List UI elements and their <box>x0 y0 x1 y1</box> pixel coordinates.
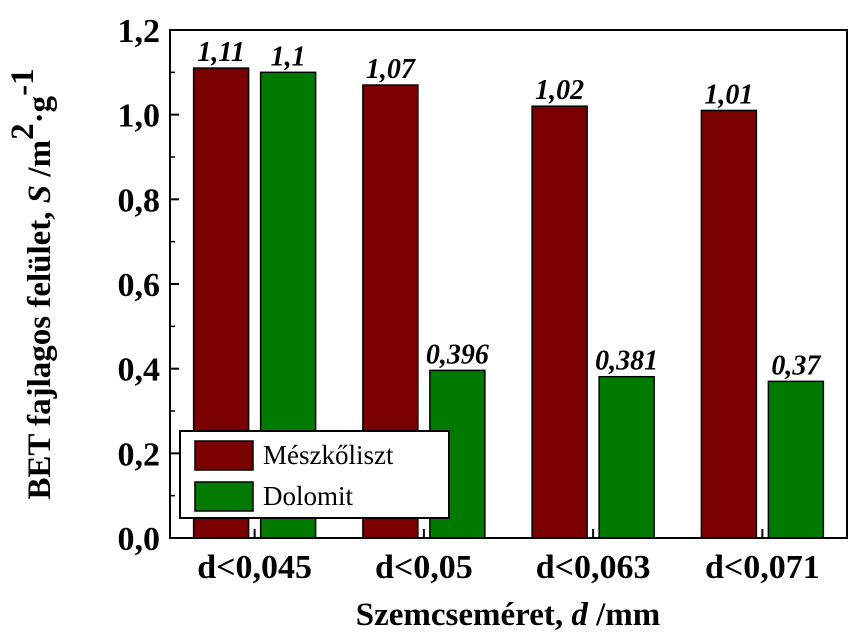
legend-label-meszkoliszt: Mészkőliszt <box>263 440 394 470</box>
legend-label-dolomit: Dolomit <box>263 481 354 511</box>
y-axis-title: BET fajlagos felület, S /m2·g-1 <box>5 68 58 499</box>
x-tick-label-1: d<0,05 <box>375 549 473 586</box>
x-axis-title-main: Szemcseméret, <box>356 597 572 633</box>
bar-meszkoliszt-3 <box>700 109 758 539</box>
data-label-dolomit-1: 0,396 <box>426 339 489 370</box>
legend-swatch-meszkoliszt <box>194 440 254 471</box>
data-label-dolomit-3: 0,37 <box>771 350 821 381</box>
x-axis-title: Szemcseméret, d /mm <box>356 597 661 633</box>
data-label-dolomit-2: 0,381 <box>595 346 658 377</box>
y-tick-label-3: 0,6 <box>118 267 161 304</box>
y-tick-label-1: 0,2 <box>118 436 161 473</box>
data-labels-group: 1,11 1,1 1,07 0,396 1,02 0,381 1,01 0,37 <box>197 37 821 381</box>
y-axis-title-unit-2: ·g <box>22 95 58 123</box>
y-axis-title-exp-2: -1 <box>5 68 41 96</box>
y-tick-label-2: 0,4 <box>118 352 161 389</box>
x-axis-title-unit: /mm <box>588 597 660 633</box>
y-tick-label-4: 0,8 <box>118 182 161 219</box>
x-tick-label-2: d<0,063 <box>536 549 651 586</box>
x-ticks-group: d<0,045 d<0,05 d<0,063 d<0,071 <box>197 529 820 586</box>
x-tick-label-3: d<0,071 <box>705 549 820 586</box>
data-label-meszkoliszt-1: 1,07 <box>366 54 416 85</box>
data-label-meszkoliszt-3: 1,01 <box>704 79 753 110</box>
bar-dolomit-2 <box>598 375 655 539</box>
y-ticks-group: 0,0 0,2 0,4 0,6 0,8 1,0 1,2 <box>118 13 179 558</box>
legend: Mészkőliszt Dolomit <box>179 430 450 519</box>
x-tick-label-0: d<0,045 <box>197 549 312 586</box>
y-tick-label-5: 1,0 <box>118 98 161 135</box>
x-axis-title-variable: d <box>571 597 588 633</box>
y-tick-label-0: 0,0 <box>118 521 161 558</box>
bar-dolomit-3 <box>767 380 825 539</box>
y-axis-title-exp-1: 2 <box>5 123 41 140</box>
y-tick-label-6: 1,2 <box>118 13 161 50</box>
data-label-dolomit-0: 1,1 <box>271 41 306 72</box>
legend-swatch-dolomit <box>194 481 254 512</box>
y-axis-title-main: BET fajlagos felület, <box>22 203 58 499</box>
bar-meszkoliszt-2 <box>531 105 588 539</box>
data-label-meszkoliszt-2: 1,02 <box>535 75 584 106</box>
data-label-meszkoliszt-0: 1,11 <box>197 37 244 68</box>
y-axis-title-variable: S <box>22 185 58 203</box>
y-axis-title-unit-1: /m <box>22 140 58 185</box>
